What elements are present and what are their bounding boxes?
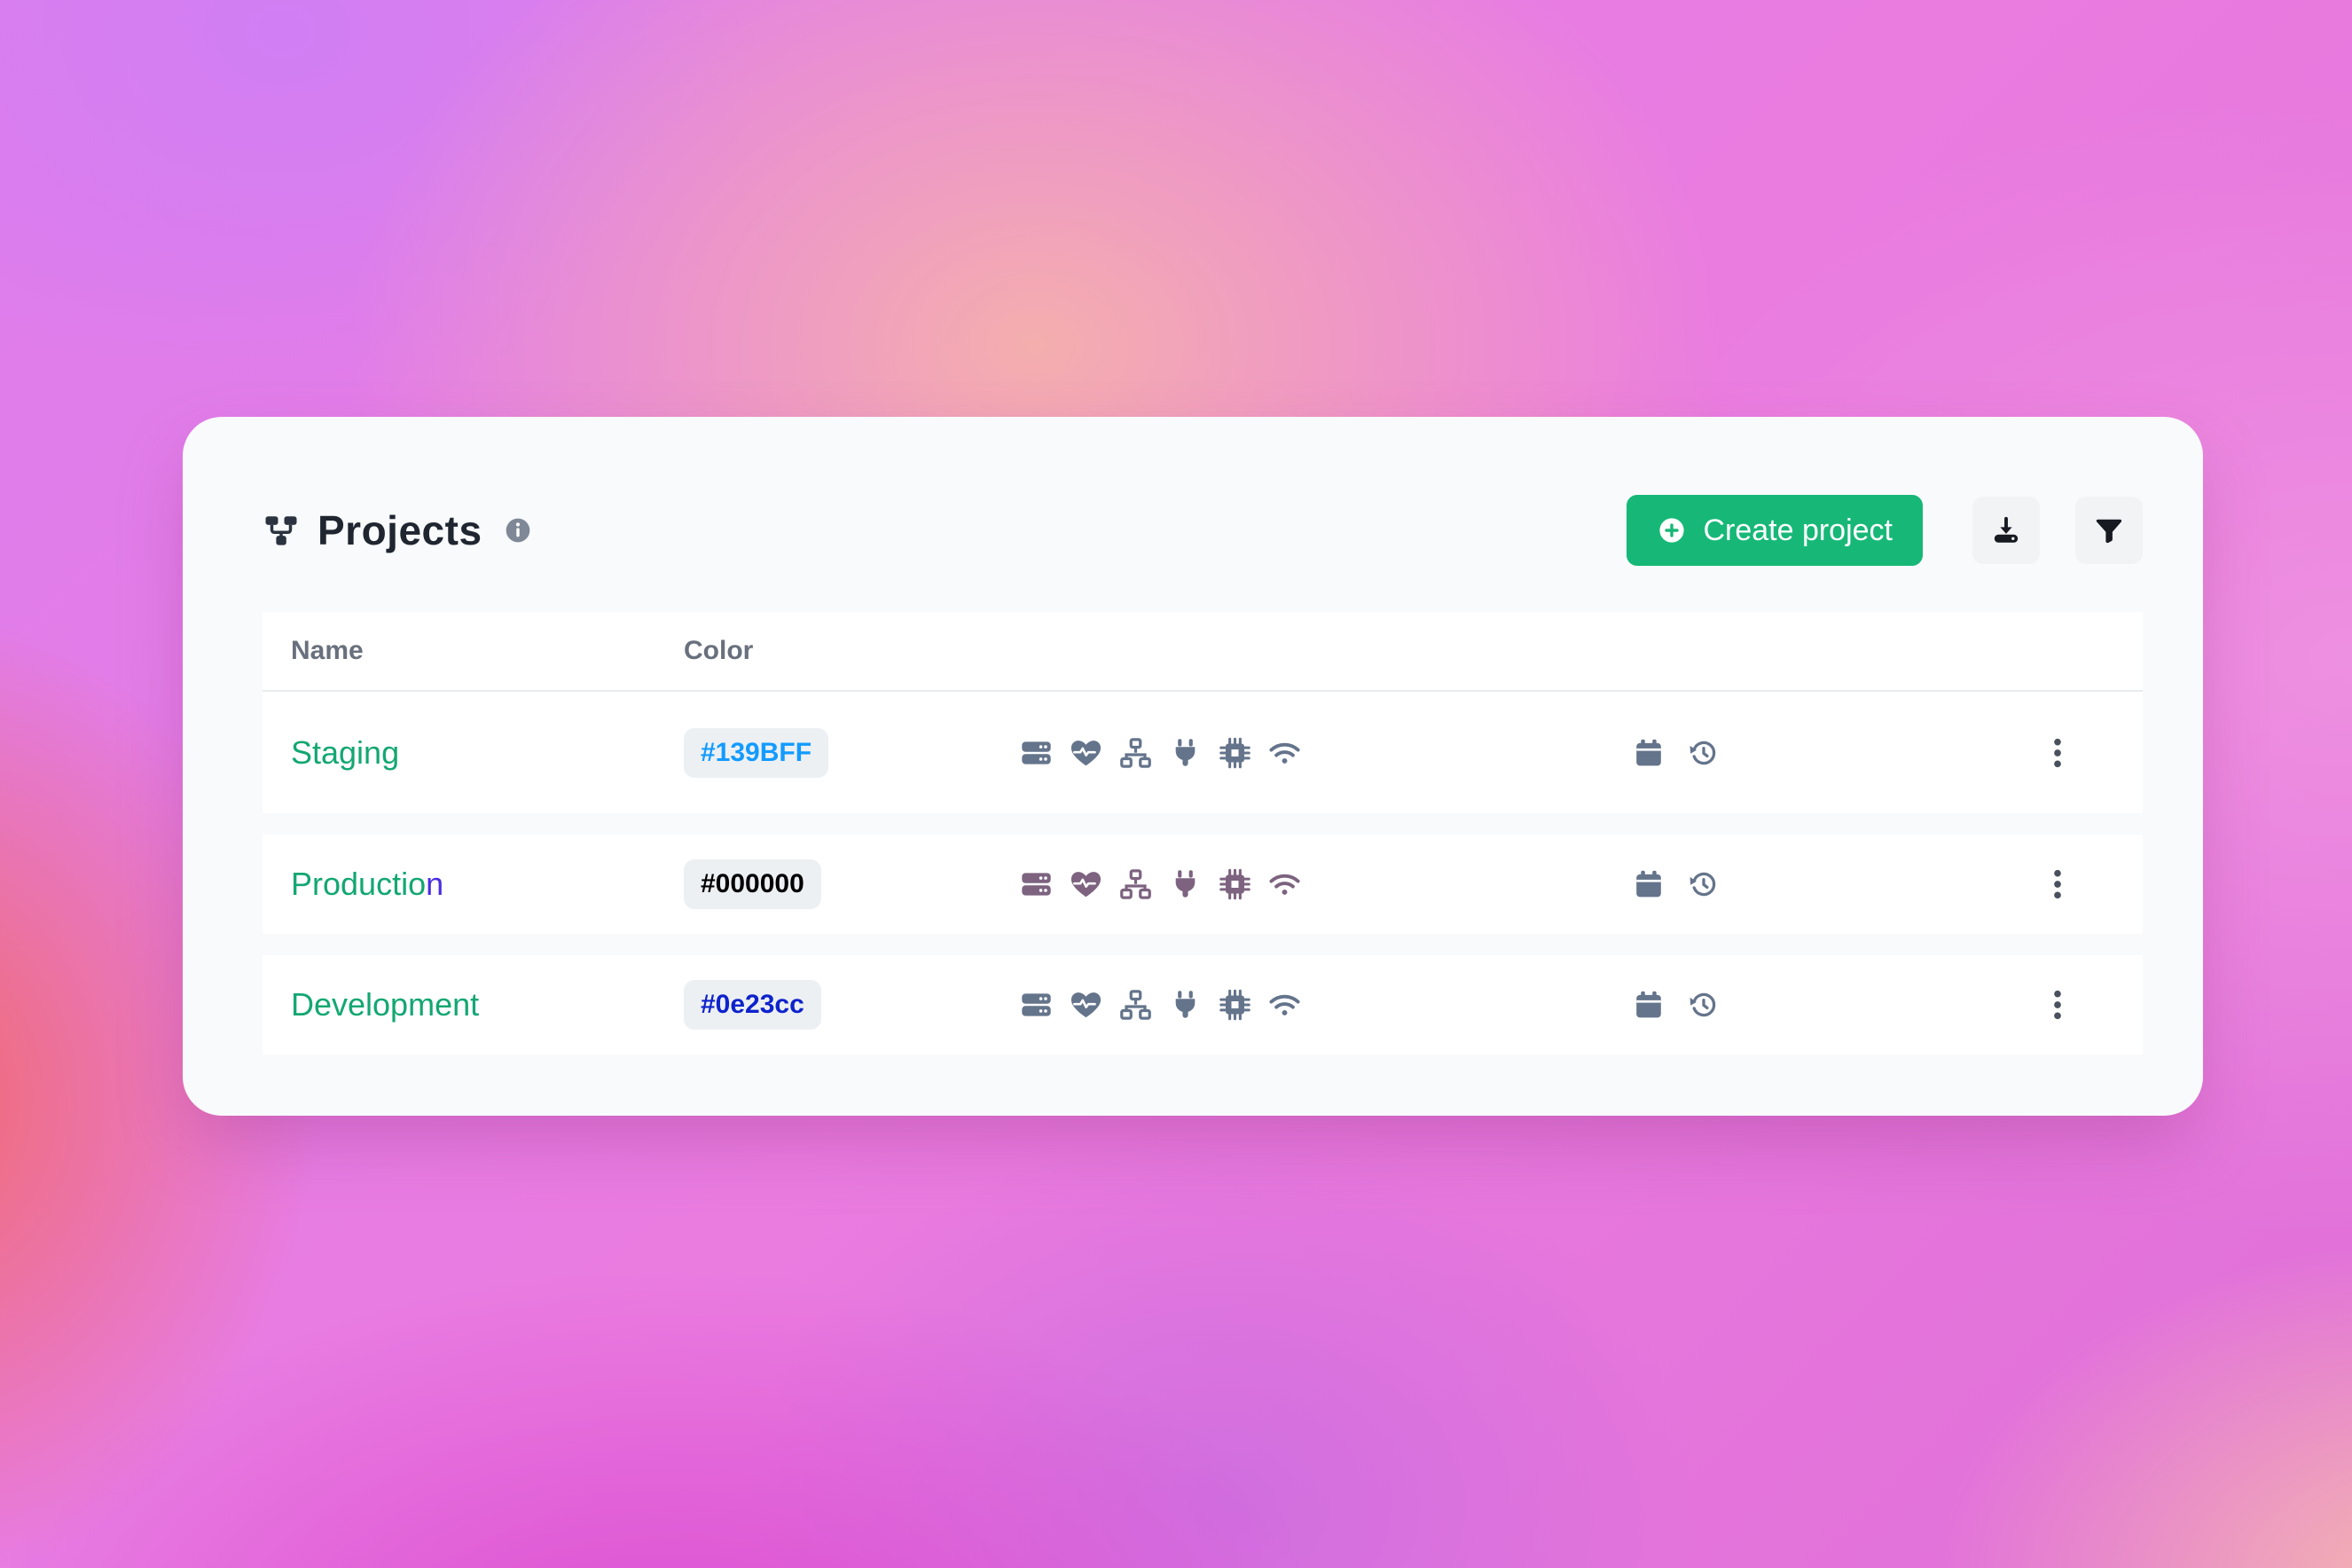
project-name-link[interactable]: Development <box>291 986 479 1023</box>
project-name-text: n <box>426 866 444 902</box>
kebab-icon <box>2040 987 2075 1023</box>
title-group: Projects <box>263 506 532 554</box>
create-project-button[interactable]: Create project <box>1627 495 1923 566</box>
kebab-icon <box>2040 866 2075 902</box>
project-name-link[interactable]: Staging <box>291 734 399 772</box>
history-icon <box>1688 737 1720 769</box>
download-icon <box>1990 514 2022 546</box>
feature-icons <box>1020 989 1301 1022</box>
project-name-text: Staging <box>291 733 400 771</box>
heart-pulse-icon <box>1070 989 1102 1022</box>
plug-icon <box>1169 989 1202 1022</box>
filter-icon <box>2093 514 2125 546</box>
plug-icon <box>1169 868 1202 901</box>
info-icon[interactable] <box>504 516 532 545</box>
table-row: Production #000000 <box>263 835 2143 934</box>
calendar-icon <box>1633 737 1665 769</box>
kebab-icon <box>2040 735 2075 771</box>
row-actions <box>1633 737 1720 769</box>
chip-icon <box>1219 736 1251 769</box>
heart-pulse-icon <box>1070 736 1102 769</box>
sitemap-nodes-icon <box>1119 868 1152 901</box>
calendar-button[interactable] <box>1633 989 1665 1021</box>
projects-table: Name Color Staging #139BFF Production #0… <box>263 612 2143 1054</box>
calendar-icon <box>1633 868 1665 900</box>
row-menu-button[interactable] <box>2040 735 2075 771</box>
chip-icon <box>1219 989 1251 1022</box>
color-badge: #000000 <box>684 859 821 909</box>
plug-icon <box>1169 736 1202 769</box>
calendar-button[interactable] <box>1633 868 1665 900</box>
table-header-row: Name Color <box>263 612 2143 692</box>
project-name-text: Productio <box>291 866 427 902</box>
row-menu-button[interactable] <box>2040 866 2075 902</box>
wifi-icon <box>1268 868 1301 901</box>
projects-panel: Projects Create project Name Color Stagi… <box>183 417 2203 1116</box>
table-body: Staging #139BFF Production #000000 Devel… <box>263 692 2143 1054</box>
sitemap-nodes-icon <box>1119 736 1152 769</box>
history-button[interactable] <box>1688 868 1720 900</box>
calendar-icon <box>1633 989 1665 1021</box>
filter-button[interactable] <box>2075 497 2143 564</box>
history-button[interactable] <box>1688 989 1720 1021</box>
server-icon <box>1020 868 1053 901</box>
heart-pulse-icon <box>1070 868 1102 901</box>
wifi-icon <box>1268 989 1301 1022</box>
panel-header: Projects Create project <box>263 495 2143 566</box>
page-title: Projects <box>318 507 482 553</box>
project-name-text: Development <box>291 986 480 1023</box>
row-menu-button[interactable] <box>2040 987 2075 1023</box>
sitemap-icon <box>263 512 300 549</box>
table-row: Development #0e23cc <box>263 955 2143 1054</box>
table-row: Staging #139BFF <box>263 692 2143 813</box>
server-icon <box>1020 989 1053 1022</box>
download-button[interactable] <box>1972 497 2040 564</box>
server-icon <box>1020 736 1053 769</box>
wifi-icon <box>1268 736 1301 769</box>
feature-icons <box>1020 868 1301 901</box>
history-icon <box>1688 989 1720 1021</box>
column-header-name: Name <box>291 636 364 665</box>
chip-icon <box>1219 868 1251 901</box>
history-icon <box>1688 868 1720 900</box>
row-actions <box>1633 989 1720 1021</box>
project-name-link[interactable]: Production <box>291 866 443 903</box>
sitemap-nodes-icon <box>1119 989 1152 1022</box>
history-button[interactable] <box>1688 737 1720 769</box>
color-badge: #139BFF <box>684 727 829 778</box>
column-header-color: Color <box>684 636 754 665</box>
color-badge: #0e23cc <box>684 980 821 1030</box>
feature-icons <box>1020 736 1301 769</box>
create-project-label: Create project <box>1703 513 1893 547</box>
plus-circle-icon <box>1657 515 1687 545</box>
row-actions <box>1633 868 1720 900</box>
calendar-button[interactable] <box>1633 737 1665 769</box>
